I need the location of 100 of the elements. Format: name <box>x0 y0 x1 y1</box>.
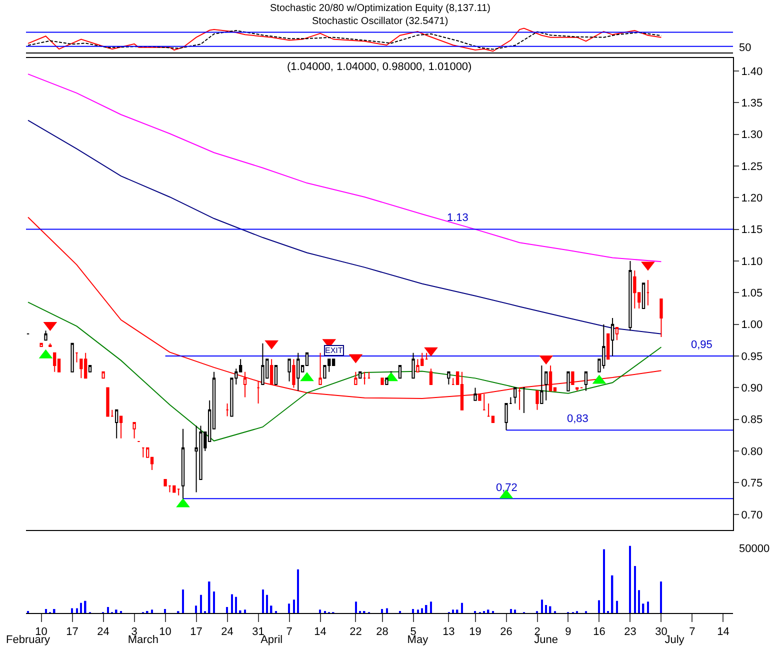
candlestick <box>296 352 300 392</box>
annotation: 0,95 <box>691 339 712 351</box>
x-tick-label: 14 <box>314 626 326 638</box>
x-tick-label: 13 <box>442 626 455 638</box>
candlestick <box>429 368 433 386</box>
candlestick <box>354 371 358 386</box>
candlestick <box>288 358 291 382</box>
y-tick-label: 1.25 <box>741 160 763 173</box>
candlestick <box>486 403 490 417</box>
bar <box>425 604 428 613</box>
candlestick <box>172 485 176 493</box>
candlestick <box>610 317 614 357</box>
x-tick-label: 7 <box>689 626 696 638</box>
candlestick <box>566 371 570 392</box>
candlestick <box>452 378 455 386</box>
x-tick-label: 23 <box>624 626 636 638</box>
candlestick <box>571 371 574 386</box>
x-tick-label: 26 <box>500 626 512 638</box>
candlestick <box>544 371 548 401</box>
candlestick <box>536 390 539 410</box>
y-tick-label: 0.85 <box>741 414 763 426</box>
y-tick-label: 1.00 <box>741 319 763 332</box>
bar <box>603 549 605 613</box>
bar <box>545 604 547 613</box>
bar <box>412 608 414 613</box>
y-tick-label: 1.05 <box>741 288 763 300</box>
bar <box>297 569 299 613</box>
bar <box>417 610 419 613</box>
bar <box>541 600 543 613</box>
bar <box>244 610 246 613</box>
y-tick-label: 1.20 <box>741 192 763 204</box>
y-tick-label: 1.40 <box>741 66 763 78</box>
annotation: 1.13 <box>447 212 468 224</box>
candlestick <box>633 270 636 309</box>
bar <box>456 610 458 613</box>
bar <box>355 602 357 613</box>
candlestick <box>132 422 136 439</box>
bar <box>430 602 432 613</box>
candlestick <box>584 371 588 392</box>
candlestick <box>261 342 264 386</box>
x-tick-label: 7 <box>286 626 292 638</box>
bar <box>213 592 215 613</box>
bar <box>616 600 618 613</box>
bar <box>638 590 640 613</box>
candlestick <box>540 365 544 404</box>
candlestick <box>226 403 229 417</box>
candlestick <box>642 282 646 309</box>
bar <box>452 610 454 613</box>
annotation: 0,72 <box>496 482 518 494</box>
bar <box>642 604 644 613</box>
bar <box>598 600 600 613</box>
annotation: 0,83 <box>567 413 588 425</box>
annotation: EXIT <box>325 346 343 355</box>
x-tick-label: 28 <box>376 626 388 638</box>
y-tick-label: 1.30 <box>741 129 763 142</box>
bar <box>288 604 290 613</box>
bar <box>195 606 197 613</box>
candlestick <box>628 260 632 332</box>
bar <box>262 590 264 613</box>
x-tick-label: 16 <box>593 626 606 638</box>
bar <box>231 594 233 613</box>
candlestick <box>380 378 384 386</box>
bar <box>421 608 423 613</box>
bar <box>200 594 202 613</box>
x-tick-label: 17 <box>66 626 78 638</box>
bar <box>611 575 614 613</box>
candlestick <box>270 358 274 386</box>
text: 50000 <box>739 543 770 555</box>
bar <box>647 602 649 613</box>
bar <box>151 610 153 613</box>
x-tick-label: 19 <box>469 626 482 638</box>
y-tick-label: 1.15 <box>741 224 763 236</box>
y-tick-label: 0.90 <box>741 382 763 395</box>
x-tick-label: 22 <box>350 626 362 638</box>
candlestick <box>398 365 402 379</box>
bar <box>266 594 268 613</box>
candlestick <box>142 447 145 458</box>
bar <box>164 608 166 613</box>
bar <box>510 608 512 613</box>
x-tick-label: 17 <box>190 626 202 638</box>
candlestick <box>274 365 278 386</box>
x-tick-label: 9 <box>565 626 572 638</box>
bar <box>634 566 636 613</box>
candlestick <box>367 371 371 379</box>
candlestick <box>362 371 366 386</box>
bar <box>629 546 631 613</box>
y-tick-label: 0.95 <box>741 350 763 363</box>
x-tick-label: 14 <box>717 626 730 638</box>
y-tick-label: 0.80 <box>741 446 763 458</box>
x-tick-label: 24 <box>97 626 110 638</box>
candlestick <box>548 365 552 392</box>
x2-tick-label: July <box>664 634 685 646</box>
candlestick <box>514 387 517 404</box>
chart-subtitle: Stochastic Oscillator (32.5471) <box>312 16 448 27</box>
candlestick <box>606 333 610 360</box>
bar <box>235 596 237 613</box>
candlestick <box>576 387 579 392</box>
candlestick <box>292 358 296 388</box>
candlestick <box>447 371 450 386</box>
bar <box>660 581 662 613</box>
